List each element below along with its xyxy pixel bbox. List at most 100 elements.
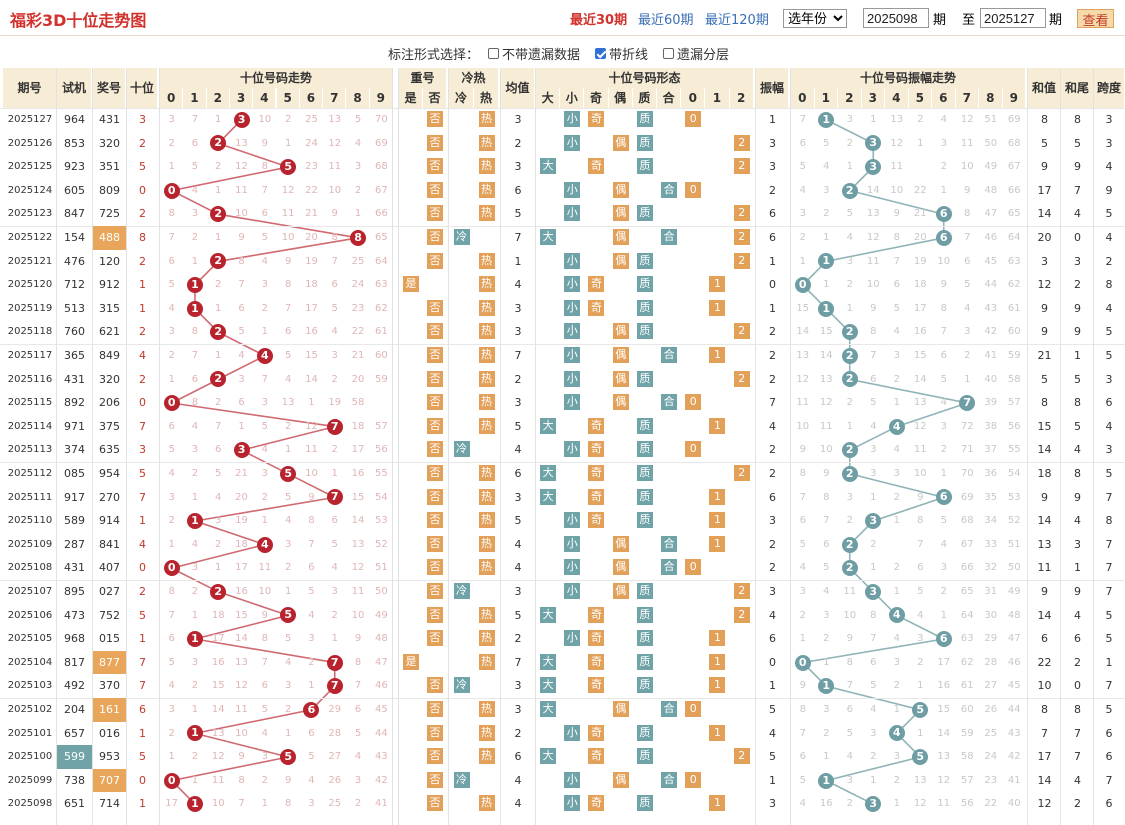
row-tens: 3: [139, 443, 146, 457]
cold-cell: [449, 155, 474, 179]
form-cell: [657, 297, 681, 321]
year-select[interactable]: 选年份: [783, 9, 847, 28]
amp-miss-count: 10: [890, 184, 904, 196]
form-cell: [560, 674, 584, 698]
miss-count: 63: [374, 279, 388, 291]
link-recent-30[interactable]: 最近30期: [570, 13, 628, 28]
amp-miss-count: 1: [846, 161, 853, 173]
row-trial: 892: [64, 396, 85, 410]
tens-ball: 0: [163, 182, 180, 199]
repeat-yes: [399, 509, 423, 533]
amp-miss-count: 24: [984, 751, 998, 763]
repeat-tag: 否: [427, 701, 443, 717]
to-issue-input[interactable]: [980, 8, 1046, 28]
form-tag: 小: [564, 724, 581, 741]
amp-miss-count: 2: [893, 562, 900, 574]
miss-count: 8: [168, 208, 175, 220]
checkbox-layered[interactable]: [663, 48, 674, 59]
miss-count: 4: [284, 515, 292, 527]
link-recent-60[interactable]: 最近60期: [638, 13, 694, 28]
amp-miss-count: 5: [823, 137, 830, 149]
miss-count: 6: [238, 302, 245, 314]
amp-miss-count: 40: [1007, 798, 1021, 810]
amp-miss-count: 46: [1007, 656, 1021, 668]
form-cell: [730, 533, 754, 557]
row-trial: 431: [64, 561, 85, 575]
checkbox-polyline[interactable]: [595, 48, 606, 59]
cold-cell: [449, 792, 474, 816]
row-amp: 2: [769, 467, 776, 480]
miss-count: 12: [211, 751, 225, 763]
miss-count: 8: [191, 397, 199, 409]
amp-miss-count: 11: [960, 137, 974, 149]
row-avg: 2: [514, 372, 522, 386]
option-layered[interactable]: 遗漏分层: [663, 44, 729, 63]
form-tag: 偶: [612, 583, 629, 599]
form-cell: [609, 273, 633, 297]
hot-cell: 热: [474, 391, 499, 415]
form-cell: [633, 533, 657, 557]
row-amp: 3: [769, 136, 776, 150]
amp-miss-count: 6: [870, 656, 877, 668]
form-cell: [657, 722, 681, 746]
form-cell: 质: [633, 320, 657, 344]
row-tens: 1: [139, 301, 146, 315]
row-issue: 2025106: [7, 609, 53, 621]
miss-count: 7: [308, 538, 315, 550]
amp-ball: 4: [888, 607, 905, 624]
miss-count: 18: [351, 420, 365, 432]
form-cell: 奇: [584, 722, 608, 746]
miss-count: 2: [284, 704, 292, 715]
hotcold-tag: 热: [478, 158, 495, 175]
repeat-no: 否: [423, 627, 447, 651]
repeat-yes: [399, 438, 423, 462]
form-tag: 合: [661, 535, 678, 552]
amp-ball: 5: [912, 749, 929, 765]
amp-miss-count: 69: [1007, 114, 1021, 125]
miss-count: 14: [351, 515, 365, 527]
miss-count: 5: [191, 161, 199, 173]
amp-miss-count: 43: [1007, 727, 1021, 739]
amp-ball: 6: [935, 489, 952, 506]
row-span: 8: [1105, 514, 1113, 528]
group-separator: [0, 462, 1125, 463]
amp-miss-count: 1: [893, 586, 900, 597]
form-cell: [730, 722, 754, 746]
miss-count: 5: [261, 704, 269, 715]
option-no-miss[interactable]: 不带遗漏数据: [488, 44, 580, 63]
column-divider: [448, 68, 449, 825]
form-cell: [705, 202, 729, 226]
row-trial: 473: [64, 608, 85, 622]
form-cell: 质: [633, 250, 657, 274]
repeat-yes: [399, 627, 423, 651]
amp-miss-count: 5: [846, 208, 853, 220]
query-button[interactable]: 查看: [1077, 9, 1114, 28]
form-cell: 1: [705, 297, 729, 321]
repeat-yes: [399, 202, 423, 226]
from-issue-input[interactable]: [863, 8, 929, 28]
link-recent-120[interactable]: 最近120期: [705, 13, 769, 28]
amp-miss-count: 65: [1007, 208, 1021, 220]
repeat-tag: 否: [427, 559, 443, 576]
row-trial: 589: [64, 514, 85, 528]
form-cell: 2: [730, 580, 754, 604]
repeat-yes: [399, 344, 423, 368]
row-avg: 3: [514, 301, 522, 315]
amp-miss-count: 72: [960, 420, 974, 432]
amp-miss-count: 1: [799, 633, 806, 645]
tens-ball: 2: [210, 135, 227, 152]
form-cell: 奇: [584, 674, 608, 698]
option-polyline[interactable]: 带折线: [595, 44, 648, 63]
row-span: 3: [1105, 443, 1113, 457]
form-cell: [681, 674, 705, 698]
row-trial: 431: [64, 372, 85, 386]
hot-cell: 热: [474, 792, 499, 816]
amp-miss-count: 8: [846, 656, 853, 668]
form-tag: 1: [709, 535, 726, 552]
form-cell: 质: [633, 368, 657, 392]
amp-miss-count: 12: [796, 373, 810, 385]
header-digit: 2: [206, 88, 230, 108]
cold-cell: [449, 415, 474, 439]
checkbox-no-miss[interactable]: [488, 48, 499, 59]
row-span: 7: [1105, 679, 1113, 693]
